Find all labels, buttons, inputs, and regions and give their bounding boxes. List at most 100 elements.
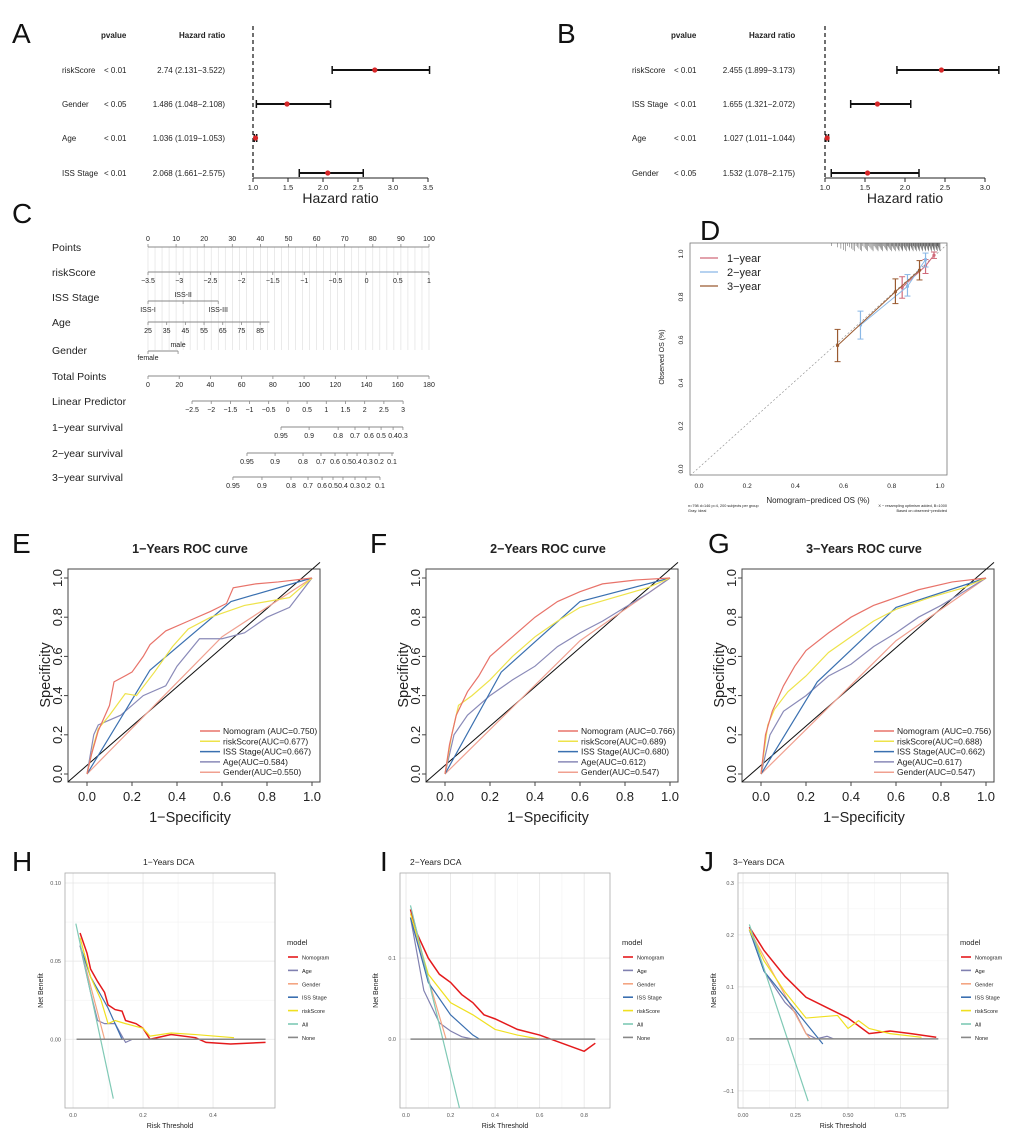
x-tick-label: 1.0: [303, 789, 321, 804]
y-axis-label: Specificity: [396, 642, 412, 708]
x-tick-label: 0.8: [932, 789, 950, 804]
legend-label: Age: [302, 969, 312, 975]
roc-curve: [760, 577, 987, 775]
x-tick-label: 3.0: [980, 183, 990, 192]
footnote: n=798 d=146 p=4, 200 subjects per group: [688, 504, 759, 508]
scale-tick-label: 0.3: [398, 433, 408, 440]
scale-tick-label: 2: [363, 407, 367, 414]
dca-plot-i: 2−Years DCA 0.0 0.2 0.4 0.6 0.8 0.0 0.1 Risk Thr…: [373, 857, 665, 1130]
row-label: ISS Stage: [62, 169, 99, 178]
dca-curve: [409, 917, 480, 1040]
x-tick-label: 0.8: [887, 483, 896, 490]
nomogram-row-label: Linear Predictor: [52, 396, 127, 408]
y-tick-label: 0.0: [678, 464, 685, 473]
y-tick-label: −0.1: [723, 1089, 734, 1095]
row-pvalue: < 0.01: [104, 134, 127, 143]
calibration-point: [893, 290, 898, 294]
row-pvalue: < 0.01: [674, 66, 697, 75]
scale-tick-label: ISS-III: [209, 307, 229, 314]
legend-label: None: [302, 1036, 315, 1042]
row-label: riskScore: [632, 66, 666, 75]
y-tick-label: 0.0: [408, 765, 423, 783]
scale-tick-label: 0.5: [342, 459, 352, 466]
legend-label: Age: [637, 969, 647, 975]
footnote: Based on observed−predicted: [896, 509, 947, 513]
y-tick-label: 0.8: [408, 608, 423, 626]
scale-tick-label: 0.1: [375, 483, 385, 490]
scale-tick-label: 0.4: [352, 459, 362, 466]
x-tick-label: 2.0: [318, 183, 328, 192]
y-tick-label: 0.4: [678, 378, 685, 387]
point-estimate: [864, 170, 871, 176]
scale-tick-label: −3: [175, 278, 183, 285]
diagonal-reference: [425, 561, 679, 783]
y-axis-label: Specificity: [712, 642, 728, 708]
scale-tick-label: −2.5: [203, 278, 217, 285]
scale-tick-label: 160: [392, 382, 404, 389]
calibration-point: [858, 323, 863, 327]
plot-frame: [689, 242, 948, 476]
y-tick-label: 0.2: [726, 933, 734, 939]
scale-tick-label: −1.5: [224, 407, 238, 414]
point-estimate: [824, 135, 830, 141]
legend-label: Age: [975, 969, 985, 975]
scale-tick-label: 60: [238, 382, 246, 389]
scale-tick-label: −3.5: [141, 278, 155, 285]
forest-plot-b: pvalue Hazard ratio riskScore < 0.01 2.455 (…: [632, 26, 1000, 206]
scale-tick-label: 0.2: [361, 483, 371, 490]
nomogram-row-label: 3−year survival: [52, 472, 123, 484]
row-pvalue: < 0.01: [674, 134, 697, 143]
legend-label: ISS Stage: [975, 996, 1000, 1002]
legend-label: All: [637, 1023, 643, 1029]
scale-tick-label: 0: [286, 407, 290, 414]
legend-label: Gender(AUC=0.547): [897, 767, 975, 777]
row-pvalue: < 0.05: [674, 169, 697, 178]
scale-tick-label: 80: [269, 382, 277, 389]
x-tick-label: 0.4: [791, 483, 800, 490]
chart-title: 3−Years ROC curve: [806, 542, 922, 556]
point-estimate: [938, 67, 945, 73]
chart-title: 3−Years DCA: [733, 857, 785, 867]
y-tick-label: 0.4: [50, 687, 65, 705]
x-tick-label: 3.5: [423, 183, 433, 192]
y-tick-label: 0.6: [678, 335, 685, 344]
scale-tick-label: 90: [397, 236, 405, 243]
y-tick-label: 0.00: [50, 1037, 61, 1043]
scale-tick-label: 100: [423, 236, 435, 243]
x-tick-label: 0.6: [839, 483, 848, 490]
point-estimate: [252, 135, 259, 141]
scale-tick-label: 0: [146, 236, 150, 243]
chart-title: 2−Years ROC curve: [490, 542, 606, 556]
x-axis-label: 1−Specificity: [823, 810, 906, 826]
scale-tick-label: 70: [341, 236, 349, 243]
x-tick-label: 0.2: [743, 483, 752, 490]
y-tick-label: 0.10: [50, 881, 61, 887]
x-axis-label: Risk Threshold: [482, 1123, 529, 1130]
x-tick-label: 0.6: [213, 789, 231, 804]
row-label: Gender: [632, 169, 659, 178]
x-tick-label: 2.5: [940, 183, 950, 192]
legend-label: riskScore(AUC=0.688): [897, 736, 982, 746]
roc-curve: [760, 577, 987, 775]
legend-label: 3−year: [727, 281, 761, 293]
y-axis-label: Net Benefit: [38, 973, 45, 1008]
scale-tick-label: 0.8: [286, 483, 296, 490]
legend-label: All: [302, 1023, 308, 1029]
y-tick-label: 0.1: [388, 956, 396, 962]
scale-tick-label: −2: [207, 407, 215, 414]
panel-label-d: D: [700, 215, 721, 246]
scale-tick-label: 65: [219, 328, 227, 335]
legend-label: Nomogram: [302, 956, 330, 962]
x-tick-label: 0.0: [402, 1113, 410, 1119]
scale-tick-label: 120: [329, 382, 341, 389]
roc-curve: [444, 577, 671, 775]
row-pvalue: < 0.05: [104, 100, 127, 109]
x-tick-label: 1.0: [661, 789, 679, 804]
dca-curve: [79, 945, 123, 1040]
header-hazard-ratio: Hazard ratio: [749, 31, 795, 40]
legend-label: Gender: [302, 982, 321, 988]
calibration-point: [923, 257, 928, 262]
legend-label: ISS Stage(AUC=0.680): [581, 747, 669, 757]
row-hazard-ratio: 1.036 (1.019−1.053): [153, 134, 226, 143]
